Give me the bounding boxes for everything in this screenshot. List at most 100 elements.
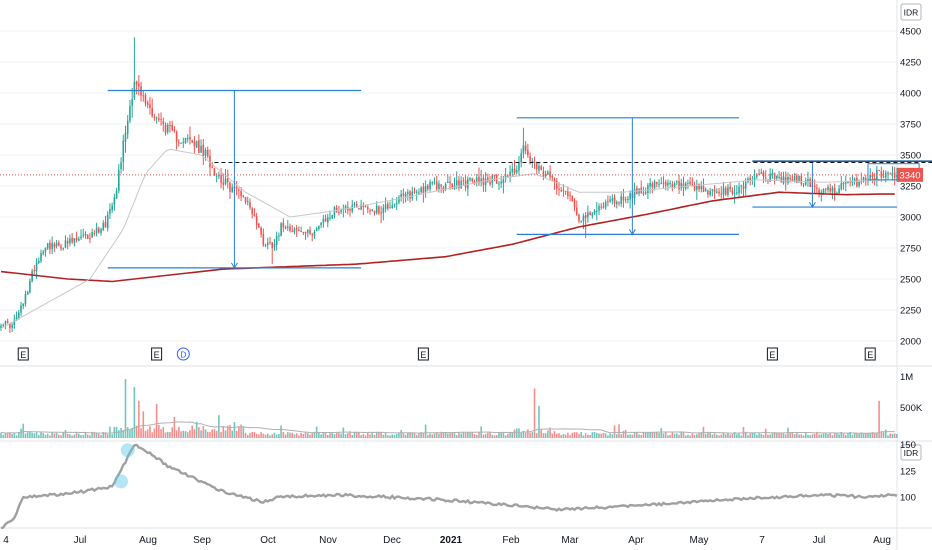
candle-body bbox=[251, 208, 254, 215]
candle-body bbox=[707, 190, 709, 195]
rs-tick-label: 150 bbox=[900, 440, 916, 451]
candle-body bbox=[753, 177, 756, 181]
volume-bar bbox=[773, 432, 776, 438]
candle-body bbox=[73, 238, 76, 243]
volume-bar bbox=[491, 434, 494, 438]
candle-body bbox=[704, 189, 707, 192]
volume-bar bbox=[380, 432, 382, 438]
candle-body bbox=[329, 217, 331, 219]
candle-body bbox=[689, 181, 691, 184]
candle-body bbox=[358, 208, 360, 210]
volume-bar bbox=[309, 434, 311, 438]
volume-bar bbox=[718, 435, 720, 438]
currency-badge[interactable] bbox=[900, 3, 922, 21]
rs-axis[interactable]: IDR 125 100 150 bbox=[900, 440, 922, 504]
candle-body bbox=[266, 242, 269, 245]
candle-body bbox=[509, 171, 511, 176]
price-axis[interactable]: IDR 2000 2250 2500 2750 3000 3250 3500 3750 4000 4… bbox=[897, 3, 923, 348]
candle-body bbox=[220, 175, 222, 184]
volume-bar bbox=[53, 433, 56, 438]
volume-bar bbox=[111, 434, 113, 438]
volume-bar bbox=[158, 424, 160, 438]
volume-bar bbox=[500, 432, 502, 438]
candle-body bbox=[540, 166, 543, 170]
candle-body bbox=[833, 187, 836, 194]
time-axis[interactable]: 4 Jul Aug Sep Oct Nov Dec 2021 Feb Mar Apr May 7 Jul A… bbox=[3, 535, 891, 546]
candle-body bbox=[662, 182, 665, 184]
price-tick-label: 2500 bbox=[900, 275, 921, 286]
rs-currency-badge[interactable] bbox=[900, 444, 922, 461]
volume-bar bbox=[151, 432, 153, 438]
volume-bar bbox=[784, 434, 787, 438]
volume-bar bbox=[595, 432, 598, 438]
price-tick-label: 3750 bbox=[900, 120, 921, 131]
volume-bar bbox=[887, 435, 889, 438]
volume-bar bbox=[184, 431, 187, 438]
candle-body bbox=[660, 183, 663, 185]
volume-bar bbox=[504, 435, 507, 438]
earnings-marker[interactable] bbox=[151, 347, 163, 361]
candle-body bbox=[607, 201, 609, 203]
volume-bar bbox=[258, 434, 260, 438]
candle-body bbox=[807, 179, 809, 182]
volume-bar bbox=[169, 432, 171, 438]
candle-body bbox=[858, 182, 860, 186]
candle-body bbox=[387, 203, 389, 209]
event-markers[interactable]: EEDEEED bbox=[17, 347, 932, 361]
volume-bar bbox=[271, 434, 274, 438]
volume-bar bbox=[353, 432, 356, 438]
volume-bar bbox=[213, 429, 216, 438]
candle-body bbox=[240, 191, 242, 197]
volume-bar bbox=[629, 434, 631, 438]
candle-body bbox=[460, 181, 462, 189]
volume-bar bbox=[451, 432, 454, 438]
candle-body bbox=[84, 234, 87, 236]
earnings-marker[interactable] bbox=[766, 347, 778, 361]
candle-body bbox=[195, 141, 198, 148]
candle-body bbox=[118, 170, 120, 191]
volume-axis[interactable]: 1M 500K bbox=[900, 372, 923, 414]
volume-bar bbox=[447, 433, 449, 438]
candle-body bbox=[333, 207, 336, 216]
volume-bar bbox=[716, 434, 718, 438]
volume-bar bbox=[84, 432, 87, 438]
volume-bar bbox=[60, 435, 62, 438]
earnings-marker[interactable] bbox=[17, 347, 29, 361]
volume-bar bbox=[424, 424, 427, 438]
time-tick-label: 4 bbox=[3, 535, 9, 546]
volume-bar bbox=[853, 432, 856, 438]
volume-bar bbox=[293, 434, 296, 438]
time-tick-label: Apr bbox=[628, 535, 644, 546]
earnings-marker[interactable] bbox=[864, 347, 876, 361]
volume-bar bbox=[482, 434, 485, 438]
candle-body bbox=[873, 178, 876, 180]
volume-bar bbox=[26, 432, 29, 438]
volume-bar bbox=[624, 429, 627, 438]
volume-bar bbox=[333, 434, 336, 438]
volume-bar bbox=[40, 432, 42, 438]
volume-bar bbox=[838, 434, 840, 438]
volume-bar bbox=[831, 435, 834, 438]
candle-body bbox=[736, 192, 738, 194]
earnings-marker[interactable] bbox=[417, 347, 429, 361]
candle-body bbox=[224, 178, 227, 185]
candle-body bbox=[269, 241, 271, 243]
volume-bar bbox=[6, 433, 9, 438]
volume-bar bbox=[35, 432, 38, 438]
volume-bar bbox=[756, 434, 758, 438]
candle-body bbox=[24, 293, 27, 305]
trend-drawings[interactable] bbox=[107, 89, 932, 269]
candle-body bbox=[149, 104, 151, 108]
candle-body bbox=[122, 140, 125, 163]
volume-bar bbox=[467, 432, 469, 438]
candle-body bbox=[515, 170, 518, 173]
volume-bar bbox=[387, 435, 389, 438]
candle-body bbox=[642, 192, 645, 195]
dividend-marker[interactable] bbox=[176, 347, 190, 361]
volume-bar bbox=[813, 433, 816, 438]
candle-body bbox=[549, 171, 551, 178]
candle-body bbox=[338, 211, 340, 213]
volume-bar bbox=[329, 433, 331, 438]
